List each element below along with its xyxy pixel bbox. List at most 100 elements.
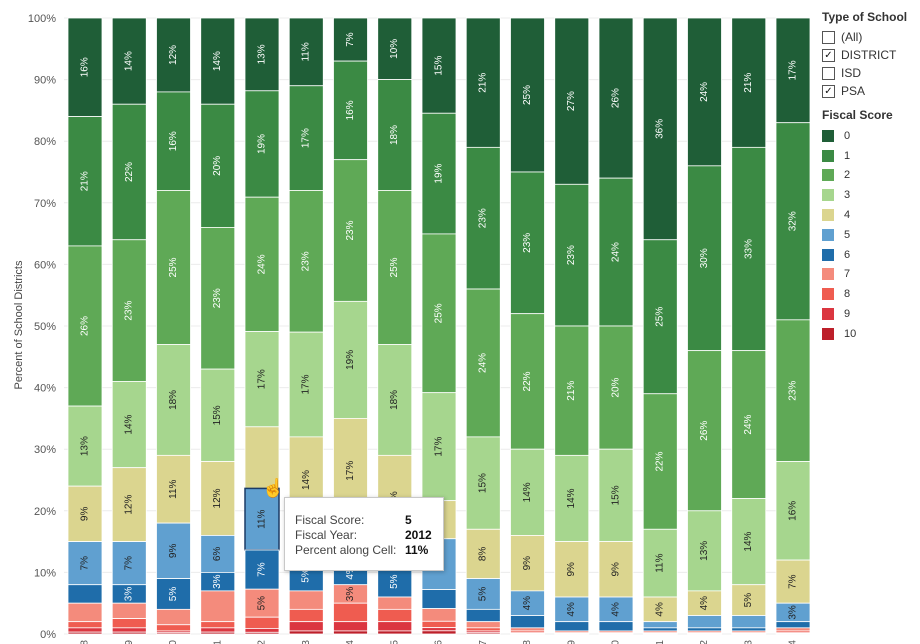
bar-stack[interactable]: 13% 19% 24% 17% 11% 7% 5%	[244, 17, 280, 635]
bar-segment-score-2[interactable]	[465, 288, 501, 438]
bar-stack[interactable]: 24% 30% 26% 13% 4%	[687, 17, 722, 635]
bar-segment-score-5[interactable]	[642, 621, 678, 629]
bar-segment-score-8[interactable]	[333, 602, 368, 623]
bar-segment-score-2[interactable]	[775, 319, 811, 462]
bar-segment-score-9[interactable]	[200, 627, 236, 633]
bar-segment-score-3[interactable]	[156, 344, 191, 456]
bar-segment-score-3[interactable]	[510, 448, 545, 536]
bar-segment-score-9[interactable]	[288, 621, 324, 632]
legend-item-score-6[interactable]: 6	[822, 245, 918, 265]
bar-segment-score-3[interactable]	[200, 368, 236, 462]
bar-stack[interactable]: 17% 32% 23% 16% 7% 3%	[775, 17, 811, 635]
bar-segment-score-10[interactable]	[244, 631, 280, 635]
bar-segment-score-3[interactable]	[465, 436, 501, 530]
bar-segment-score-5[interactable]	[510, 590, 545, 616]
bar-segment-score-8[interactable]	[111, 618, 147, 629]
bar-segment-score-9[interactable]	[111, 627, 147, 633]
bar-segment-score-4[interactable]	[156, 454, 191, 524]
bar-segment-score-8[interactable]	[156, 624, 191, 632]
bar-segment-score-8[interactable]	[465, 627, 501, 632]
bar-segment-score-2[interactable]	[687, 350, 722, 512]
bar-segment-score-3[interactable]	[687, 510, 722, 592]
bar-segment-score-7[interactable]	[244, 588, 280, 618]
checkbox-icon[interactable]: ✓	[822, 48, 835, 62]
bar-segment-score-6[interactable]	[465, 608, 501, 623]
bar-segment-score-5[interactable]	[156, 522, 191, 579]
bar-segment-score-5[interactable]	[67, 541, 103, 586]
bar-segment-score-1[interactable]	[288, 85, 324, 191]
bar-segment-score-6[interactable]	[421, 589, 457, 609]
bar-segment-score-7[interactable]	[111, 602, 147, 620]
bar-segment-score-7[interactable]	[200, 590, 236, 623]
bar-segment-score-7[interactable]	[288, 590, 324, 610]
bar-segment-score-8[interactable]	[421, 620, 457, 629]
bar-segment-score-6[interactable]	[67, 584, 103, 604]
bar-segment-score-5[interactable]	[465, 578, 501, 610]
bar-segment-score-8[interactable]	[67, 621, 103, 629]
bar-segment-score-7[interactable]	[775, 627, 811, 632]
bar-segment-score-3[interactable]	[775, 461, 811, 561]
legend-item-score-3[interactable]: 3	[822, 185, 918, 205]
bar-segment-score-1[interactable]	[510, 171, 545, 315]
bar-segment-score-7[interactable]	[156, 608, 191, 626]
bar-segment-score-1[interactable]	[421, 112, 457, 235]
bar-segment-score-10[interactable]	[465, 632, 501, 635]
bar-segment-score-5[interactable]	[731, 615, 767, 629]
bar-stack[interactable]: 27% 23% 21% 14% 9% 4%	[554, 17, 590, 635]
bar-segment-score-7[interactable]	[510, 627, 545, 632]
bar-segment-score-10[interactable]	[288, 630, 324, 635]
legend-item-score-5[interactable]: 5	[822, 225, 918, 245]
bar-segment-score-4[interactable]	[598, 541, 634, 598]
bar-segment-score-5[interactable]	[244, 487, 280, 551]
bar-segment-score-6[interactable]	[775, 621, 811, 629]
filter-option-isd[interactable]: ISD	[822, 64, 918, 82]
bar-segment-score-4[interactable]	[111, 467, 147, 542]
bar-segment-score-0[interactable]	[687, 17, 722, 167]
bar-segment-score-6[interactable]	[510, 615, 545, 629]
bar-segment-score-5[interactable]	[687, 615, 722, 629]
bar-stack[interactable]: 26% 24% 20% 15% 9% 4%	[598, 17, 634, 635]
legend-item-score-10[interactable]: 10	[822, 324, 918, 344]
bar-segment-score-2[interactable]	[288, 190, 324, 333]
bar-segment-score-2[interactable]	[598, 325, 634, 450]
bar-stack[interactable]: 36% 25% 22% 11% 4%	[642, 17, 678, 635]
bar-segment-score-1[interactable]	[687, 165, 722, 352]
bar-segment-score-10[interactable]	[510, 632, 545, 635]
bar-segment-score-2[interactable]	[554, 325, 590, 456]
bar-segment-score-10[interactable]	[775, 632, 811, 635]
bar-segment-score-3[interactable]	[554, 454, 590, 542]
bar-segment-score-10[interactable]	[67, 631, 103, 635]
bar-segment-score-1[interactable]	[333, 60, 368, 161]
bar-segment-score-4[interactable]	[775, 559, 811, 604]
filter-option-district[interactable]: ✓ DISTRICT	[822, 46, 918, 64]
legend-item-score-8[interactable]: 8	[822, 284, 918, 304]
bar-stack[interactable]: 25% 23% 22% 14% 9% 4%	[510, 17, 545, 635]
bar-segment-score-3[interactable]	[377, 344, 413, 456]
bar-segment-score-1[interactable]	[465, 146, 501, 290]
bar-stack[interactable]: 16% 21% 26% 13% 9% 7%	[67, 17, 103, 635]
bar-segment-score-3[interactable]	[598, 448, 634, 543]
bar-segment-score-1[interactable]	[156, 91, 191, 191]
bar-segment-score-0[interactable]	[510, 17, 545, 173]
bar-segment-score-6[interactable]	[377, 565, 413, 598]
bar-segment-score-0[interactable]	[333, 17, 368, 62]
bar-stack[interactable]: 21% 23% 24% 15% 8% 5%	[465, 17, 501, 635]
bar-segment-score-6[interactable]	[642, 627, 678, 632]
bar-stack[interactable]: 21% 33% 24% 14% 5%	[731, 17, 767, 635]
bar-segment-score-0[interactable]	[421, 17, 457, 114]
bar-segment-score-4[interactable]	[200, 461, 236, 536]
bar-segment-score-8[interactable]	[244, 616, 280, 629]
bar-segment-score-9[interactable]	[377, 621, 413, 632]
bar-segment-score-0[interactable]	[775, 17, 811, 124]
bar-segment-score-7[interactable]	[67, 602, 103, 623]
checkbox-icon[interactable]: ✓	[822, 84, 835, 98]
bar-segment-score-4[interactable]	[554, 541, 590, 598]
bar-segment-score-1[interactable]	[775, 122, 811, 321]
bar-segment-score-10[interactable]	[421, 630, 457, 635]
bar-segment-score-2[interactable]	[111, 239, 147, 382]
bar-segment-score-0[interactable]	[554, 17, 590, 185]
bar-segment-score-6[interactable]	[731, 627, 767, 632]
bar-segment-score-4[interactable]	[687, 590, 722, 616]
bar-segment-score-10[interactable]	[156, 632, 191, 635]
bar-segment-score-4[interactable]	[244, 426, 280, 489]
